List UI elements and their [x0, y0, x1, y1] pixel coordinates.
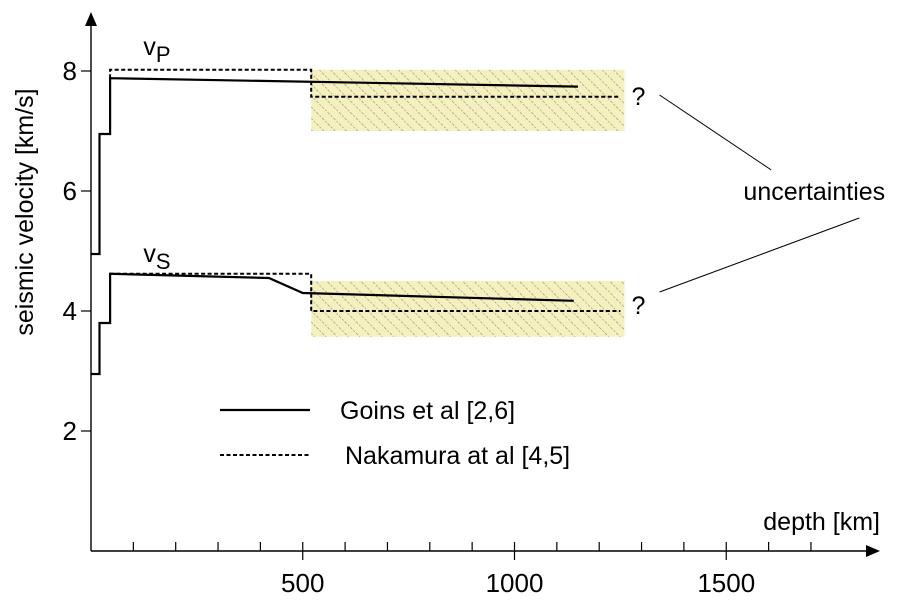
- axes: 500 1000 1500 2 4 6 8: [63, 12, 880, 598]
- y-tick-label: 2: [63, 416, 77, 446]
- uncertainty-band-vp: [311, 69, 625, 131]
- vs-label-sub: S: [156, 249, 171, 274]
- y-axis-label: seismic velocity [km/s]: [11, 88, 39, 335]
- series-lines: [91, 68, 621, 376]
- uncertainty-pointer-top: [659, 94, 772, 171]
- legend-label-nakamura: Nakamura at al [4,5]: [345, 442, 570, 470]
- y-tick-label: 6: [63, 176, 77, 206]
- x-axis-arrowhead: [866, 545, 880, 557]
- uncertainty-pointer-bottom: [659, 217, 860, 293]
- question-mark-bottom: ?: [632, 292, 646, 320]
- uncertainties-label: uncertainties: [743, 178, 885, 206]
- uncertainty-band-vs: [311, 281, 625, 337]
- vs-label: vS: [143, 240, 170, 274]
- y-tick-label: 4: [63, 296, 77, 326]
- vp-label-sub: P: [156, 42, 171, 67]
- y-axis-arrowhead: [85, 12, 97, 26]
- uncertainty-bands: [311, 69, 625, 337]
- vs-label-main: v: [143, 240, 156, 268]
- question-mark-top: ?: [632, 83, 646, 111]
- nakamura-vp-line: [109, 68, 621, 98]
- legend: Goins et al [2,6] Nakamura at al [4,5]: [220, 397, 570, 470]
- vp-label-main: v: [143, 33, 156, 61]
- x-ticks: 500 1000 1500: [132, 542, 812, 598]
- goins-vp-line: [91, 77, 579, 256]
- x-tick-label: 1500: [697, 568, 755, 598]
- nakamura-vs-line: [110, 272, 621, 312]
- legend-label-goins: Goins et al [2,6]: [340, 397, 515, 425]
- x-tick-label: 1000: [486, 568, 544, 598]
- vp-label: vP: [143, 33, 170, 67]
- y-tick-label: 8: [63, 56, 77, 86]
- x-tick-label: 500: [281, 568, 324, 598]
- goins-vs-line: [91, 272, 574, 376]
- y-ticks: 2 4 6 8: [63, 56, 91, 446]
- x-axis-label: depth [km]: [763, 508, 880, 536]
